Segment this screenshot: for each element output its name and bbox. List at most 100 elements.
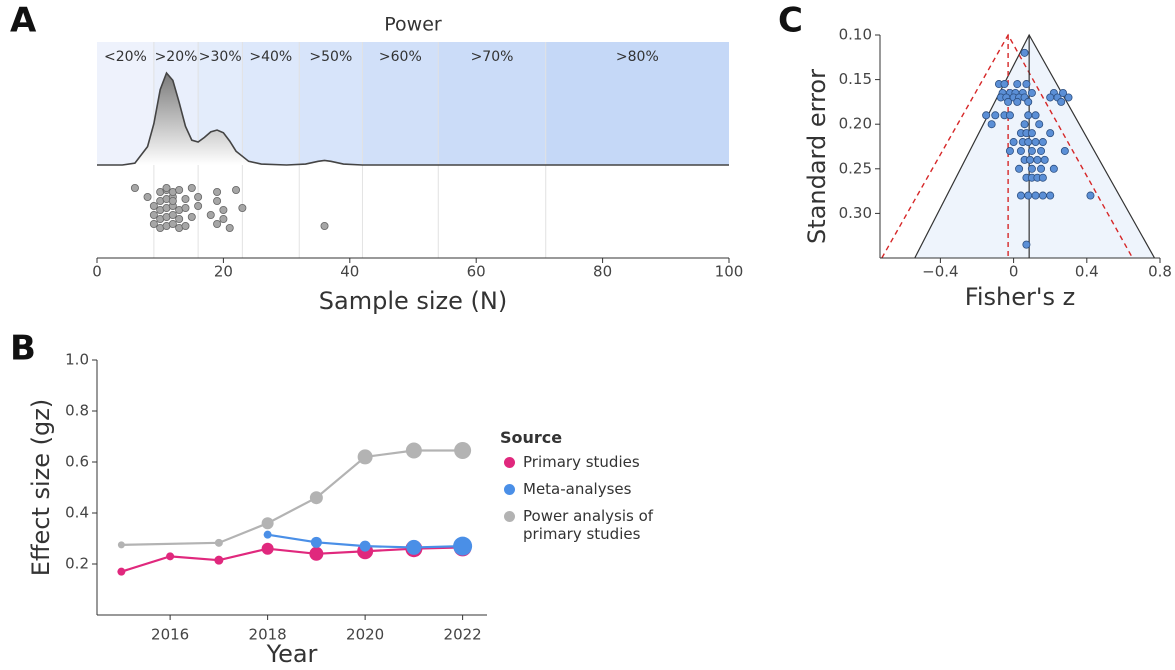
sample-dot	[181, 194, 190, 203]
x-tick-label: 60	[467, 263, 486, 281]
study-point	[1026, 155, 1035, 164]
sample-dot	[162, 183, 171, 192]
y-tick-label: 0.6	[65, 453, 89, 471]
sample-dot	[181, 221, 190, 230]
study-point	[1024, 111, 1033, 120]
y-tick-label: 0.20	[839, 115, 872, 133]
legend-swatch	[504, 484, 515, 495]
study-point	[1059, 88, 1068, 97]
y-tick-label: 0.15	[839, 70, 872, 88]
sample-dot	[219, 205, 228, 214]
study-point	[1057, 97, 1066, 106]
x-tick-label: 2018	[249, 626, 287, 644]
study-point	[1016, 191, 1025, 200]
y-tick-label: 1.0	[65, 351, 89, 369]
sample-dot	[168, 219, 177, 228]
sample-dot	[168, 210, 177, 219]
x-tick-label: 80	[593, 263, 612, 281]
series-point	[405, 442, 422, 459]
band-label: >70%	[471, 49, 514, 65]
study-point	[1027, 164, 1036, 173]
study-point	[1020, 120, 1029, 129]
chart-title: Power	[384, 14, 442, 36]
series-point	[309, 491, 323, 505]
band-label: >30%	[199, 49, 242, 65]
legend-swatch	[504, 457, 515, 468]
power-band	[299, 42, 363, 165]
band-label: >50%	[309, 49, 352, 65]
power-band	[438, 42, 546, 165]
study-point	[1046, 129, 1055, 138]
x-tick-label: 0.4	[1075, 263, 1099, 281]
legend-title: Source	[500, 428, 563, 447]
x-tick-label: 2016	[151, 626, 189, 644]
y-tick-label: 0.10	[839, 26, 872, 44]
sample-dot	[320, 221, 329, 230]
study-point	[1027, 129, 1036, 138]
y-tick-label: 0.2	[65, 555, 89, 573]
study-point	[1038, 173, 1047, 182]
series-point	[454, 442, 472, 460]
sample-dot	[187, 212, 196, 221]
study-point	[1022, 240, 1031, 249]
legend-swatch	[504, 511, 515, 522]
study-point	[1038, 191, 1047, 200]
study-point	[1027, 88, 1036, 97]
x-tick-label: 0.8	[1148, 263, 1172, 281]
series-point	[359, 540, 371, 552]
x-tick-label: 0	[92, 263, 102, 281]
panel-label: B	[10, 329, 36, 369]
sample-dot	[149, 210, 158, 219]
study-point	[1046, 191, 1055, 200]
series-point	[453, 536, 473, 556]
legend-item: Meta-analyses	[500, 480, 675, 498]
x-axis-title: Sample size (N)	[319, 287, 507, 315]
panel-label: A	[10, 1, 37, 41]
band-label: >80%	[616, 49, 659, 65]
study-point	[1016, 146, 1025, 155]
study-point	[1038, 138, 1047, 147]
density-curve	[97, 71, 729, 166]
x-tick-label: 40	[340, 263, 359, 281]
band-label: <20%	[104, 49, 147, 65]
legend-item: Power analysis of primary studies	[500, 507, 675, 543]
power-band	[545, 42, 729, 165]
series-point	[263, 530, 272, 539]
series-point	[261, 542, 274, 555]
sample-dot	[225, 223, 234, 232]
study-point	[1022, 80, 1031, 89]
y-tick-label: 0.30	[839, 204, 872, 222]
band-label: >20%	[155, 49, 198, 65]
sample-dot	[175, 214, 184, 223]
study-point	[1086, 191, 1095, 200]
study-point	[1031, 138, 1040, 147]
funnel	[914, 33, 1156, 259]
sample-dot	[143, 192, 152, 201]
y-axis-title: Standard error	[803, 69, 831, 244]
sample-dot	[181, 203, 190, 212]
study-point	[1046, 93, 1055, 102]
y-axis-title: Effect size (gz)	[27, 399, 55, 576]
study-point	[1013, 97, 1022, 106]
study-point	[1020, 48, 1029, 57]
x-tick-label: 0	[1009, 263, 1019, 281]
sample-dot	[219, 214, 228, 223]
sample-dot	[187, 183, 196, 192]
legend: Source Primary studies Meta-analyses Power …	[500, 428, 675, 552]
study-point	[1049, 164, 1058, 173]
power-band	[362, 42, 439, 165]
study-point	[1005, 111, 1014, 120]
legend-label: Meta-analyses	[523, 480, 632, 498]
legend-label: Primary studies	[523, 453, 640, 471]
series-point	[261, 517, 274, 530]
study-point	[1000, 80, 1009, 89]
sample-dot	[149, 201, 158, 210]
study-point	[1015, 164, 1024, 173]
sample-dot	[194, 192, 203, 201]
band-label: >40%	[249, 49, 292, 65]
x-axis-title: Fisher's z	[965, 283, 1075, 311]
series-line	[121, 449, 463, 546]
x-tick-label: 20	[214, 263, 233, 281]
